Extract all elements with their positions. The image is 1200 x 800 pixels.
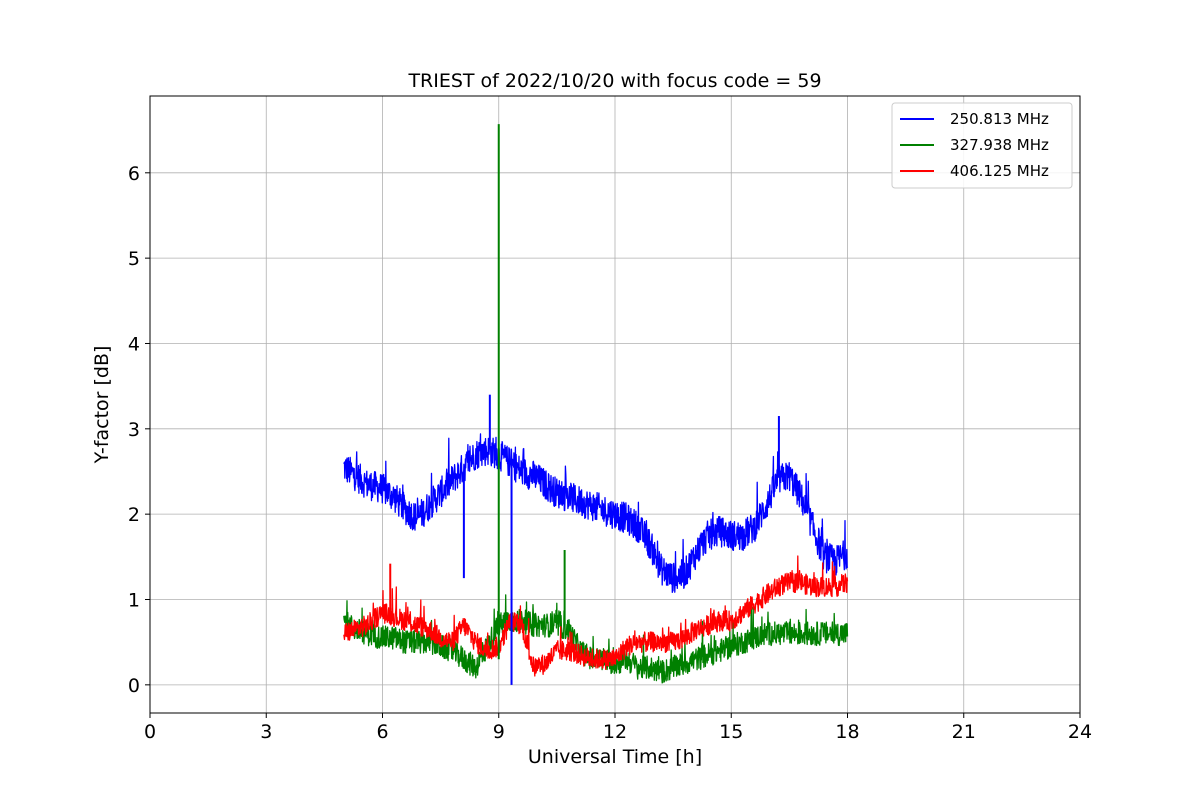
legend-label-3: 406.125 MHz bbox=[950, 162, 1049, 180]
legend-label-2: 327.938 MHz bbox=[950, 136, 1049, 154]
legend-box bbox=[891, 102, 1073, 189]
y-axis-label: Y-factor [dB] bbox=[91, 346, 113, 465]
chart-title: TRIEST of 2022/10/20 with focus code = 5… bbox=[407, 70, 821, 92]
y-tick-label: 3 bbox=[128, 419, 140, 441]
x-tick-label: 24 bbox=[1068, 721, 1092, 743]
x-tick-label: 12 bbox=[603, 721, 627, 743]
series-layer bbox=[343, 124, 849, 685]
y-tick-label: 2 bbox=[128, 504, 140, 526]
y-tick-label: 5 bbox=[128, 248, 140, 270]
y-tick-label: 4 bbox=[128, 333, 140, 355]
x-tick-label: 15 bbox=[719, 721, 743, 743]
legend-label-1: 250.813 MHz bbox=[950, 110, 1049, 128]
x-tick-label: 21 bbox=[952, 721, 976, 743]
series-line-2 bbox=[343, 594, 849, 684]
y-tick-label: 0 bbox=[128, 675, 140, 697]
x-axis-label: Universal Time [h] bbox=[528, 746, 702, 768]
x-tick-label: 0 bbox=[144, 721, 156, 743]
x-tick-label: 3 bbox=[260, 721, 272, 743]
x-tick-label: 18 bbox=[835, 721, 859, 743]
grid bbox=[149, 96, 1081, 713]
series-line-3 bbox=[343, 555, 849, 677]
x-tick-label: 6 bbox=[376, 721, 388, 743]
y-tick-label: 1 bbox=[128, 589, 140, 611]
series-line-1 bbox=[343, 433, 849, 594]
legend: 250.813 MHz 327.938 MHz 406.125 MHz bbox=[891, 102, 1073, 189]
y-tick-label: 6 bbox=[128, 163, 140, 185]
x-tick-label: 9 bbox=[493, 721, 505, 743]
